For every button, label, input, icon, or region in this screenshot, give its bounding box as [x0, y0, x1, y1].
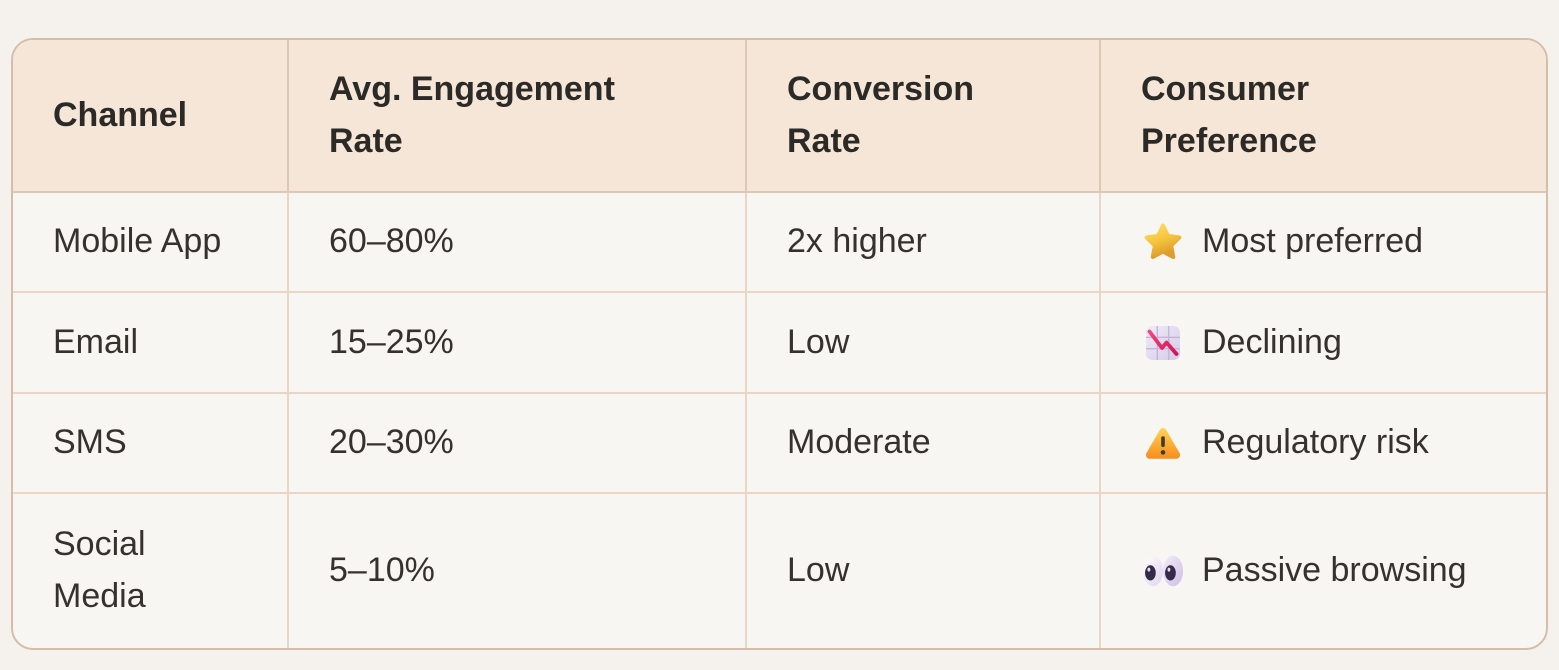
cell-engagement-sms: 20–30%: [289, 394, 747, 494]
column-header-engagement-rate: Avg. Engagement Rate: [289, 40, 747, 193]
star-icon: [1141, 221, 1185, 263]
column-header-consumer-preference: Consumer Preference: [1101, 40, 1546, 193]
cell-preference-email: Declining: [1101, 293, 1546, 394]
cell-conversion-email: Low: [747, 293, 1101, 394]
column-header-channel: Channel: [13, 40, 289, 193]
cell-conversion-mobile-app: 2x higher: [747, 193, 1101, 293]
warning-icon: [1141, 422, 1185, 464]
cell-preference-social-media: Passive browsing: [1101, 494, 1546, 648]
cell-channel-sms: SMS: [13, 394, 289, 494]
preference-label: Declining: [1202, 322, 1342, 361]
cell-preference-mobile-app: Most preferred: [1101, 193, 1546, 293]
channel-comparison-table: Channel Avg. Engagement Rate Conversion …: [11, 38, 1548, 650]
preference-label: Regulatory risk: [1202, 423, 1429, 462]
cell-channel-social-media: Social Media: [13, 494, 289, 648]
cell-conversion-sms: Moderate: [747, 394, 1101, 494]
preference-label: Passive browsing: [1202, 551, 1467, 590]
preference-label: Most preferred: [1202, 222, 1424, 261]
cell-channel-email: Email: [13, 293, 289, 394]
cell-engagement-email: 15–25%: [289, 293, 747, 394]
column-header-conversion-rate: Conversion Rate: [747, 40, 1101, 193]
cell-conversion-social-media: Low: [747, 494, 1101, 648]
cell-engagement-social-media: 5–10%: [289, 494, 747, 648]
eyes-icon: [1141, 550, 1185, 592]
chart-decreasing-icon: [1141, 322, 1185, 364]
cell-preference-sms: Regulatory risk: [1101, 394, 1546, 494]
cell-engagement-mobile-app: 60–80%: [289, 193, 747, 293]
cell-channel-mobile-app: Mobile App: [13, 193, 289, 293]
